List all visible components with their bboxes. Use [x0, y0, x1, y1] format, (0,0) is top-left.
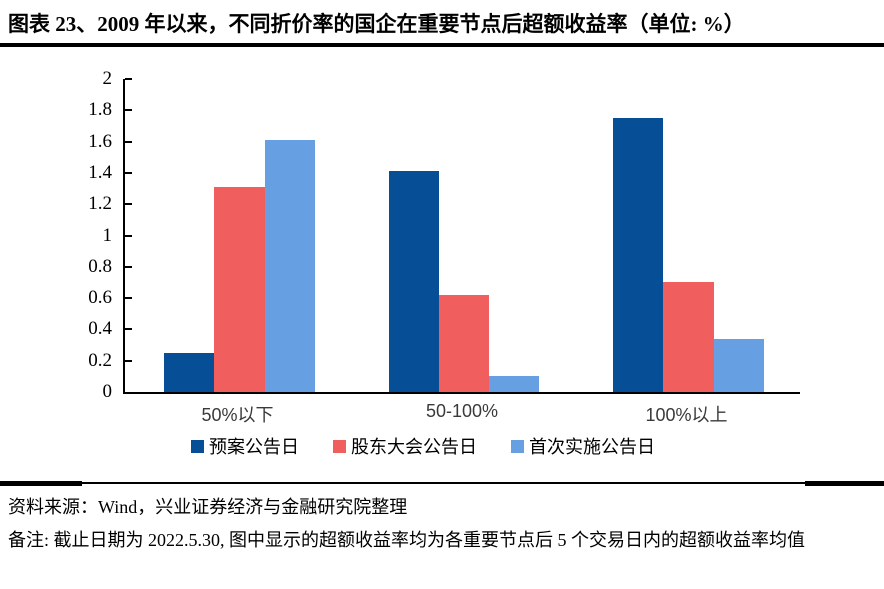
y-tick-label: 0 [102, 381, 113, 402]
y-tick-label: 1.6 [88, 130, 112, 152]
bar [388, 171, 439, 392]
title-divider [0, 43, 884, 47]
y-tick-label: 1 [102, 224, 113, 246]
y-axis-tick [125, 297, 132, 300]
legend-label: 预案公告日 [209, 437, 299, 457]
bar [489, 376, 540, 392]
legend-label: 股东大会公告日 [351, 437, 477, 457]
bar-chart: 预案公告日 股东大会公告日 首次实施公告日 2 1.8 1.6 1.4 1.2 1 0.8 0.6… [0, 47, 884, 467]
bar [164, 352, 215, 392]
chart-legend: 预案公告日 股东大会公告日 首次实施公告日 [0, 433, 865, 459]
y-axis-tick [125, 140, 132, 143]
y-axis-tick [125, 265, 132, 268]
legend-swatch [511, 439, 524, 453]
bar [438, 294, 490, 392]
y-tick-label: 0.2 [88, 349, 112, 371]
y-axis-tick [125, 78, 132, 80]
y-axis-tick [125, 171, 132, 174]
divider-thick-right [805, 481, 884, 486]
y-axis-tick [125, 328, 132, 331]
source-text: 资料来源：Wind，兴业证券经济与金融研究院整理 [8, 497, 408, 517]
bar [713, 338, 764, 392]
legend-swatch [333, 439, 346, 453]
x-axis-label: 100%以上 [645, 405, 728, 425]
legend-label: 首次实施公告日 [529, 437, 655, 457]
note-text: 备注: 截止日期为 2022.5.30, 图中显示的超额收益率均为各重要节点后 … [8, 530, 805, 550]
divider-thick-left [0, 481, 82, 486]
footer-divider [0, 481, 884, 486]
y-tick-label: 1.8 [88, 99, 112, 121]
figure-title: 图表 23、2009 年以来，不同折价率的国企在重要节点后超额收益率（单位: %… [8, 12, 745, 36]
y-tick-label: 0.8 [88, 255, 112, 277]
legend-item: 首次实施公告日 [511, 433, 655, 459]
y-axis-tick [125, 109, 132, 112]
y-tick-label: 0.6 [88, 287, 112, 309]
bar [663, 282, 714, 392]
y-axis-tick [125, 234, 132, 237]
plot-area [123, 78, 800, 394]
y-tick-label: 1.2 [88, 193, 112, 215]
y-tick-label: 2 [102, 68, 113, 89]
x-axis-label: 50-100% [425, 401, 499, 421]
y-axis-tick [125, 359, 132, 362]
legend-item: 预案公告日 [191, 433, 299, 459]
bar [264, 140, 315, 392]
x-axis-label: 50%以下 [201, 405, 274, 425]
divider-thin-line [0, 482, 884, 484]
y-axis-tick [125, 203, 132, 206]
legend-swatch [191, 439, 204, 453]
bar [613, 118, 664, 392]
bar [214, 187, 265, 392]
y-tick-label: 1.4 [88, 161, 112, 183]
legend-item: 股东大会公告日 [333, 433, 477, 459]
y-tick-label: 0.4 [88, 318, 112, 340]
